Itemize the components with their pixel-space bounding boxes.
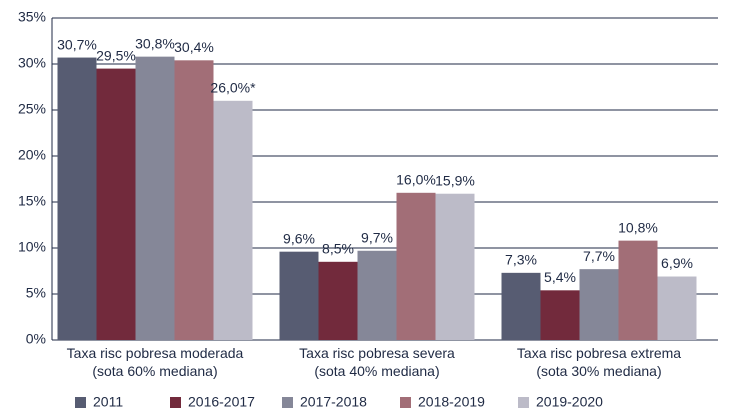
y-tick-label: 25% bbox=[18, 101, 46, 117]
bar bbox=[57, 57, 97, 341]
value-label: 7,7% bbox=[583, 248, 615, 264]
bar bbox=[540, 290, 580, 340]
legend-swatch bbox=[170, 397, 181, 408]
value-label: 30,7% bbox=[57, 36, 97, 52]
legend-label: 2019-2020 bbox=[536, 394, 603, 410]
y-tick-label: 0% bbox=[26, 331, 46, 347]
bar bbox=[279, 251, 319, 340]
value-label: 9,6% bbox=[283, 230, 315, 246]
value-label: 30,8% bbox=[135, 35, 175, 51]
value-label: 8,5% bbox=[322, 241, 354, 257]
value-label: 10,8% bbox=[618, 219, 658, 235]
value-label: 7,3% bbox=[505, 252, 537, 268]
y-tick-label: 20% bbox=[18, 147, 46, 163]
x-tick-label: Taxa risc pobresa extrema (sota 30% medi… bbox=[516, 345, 682, 379]
y-tick-label: 5% bbox=[26, 285, 46, 301]
bar bbox=[618, 240, 658, 340]
legend-label: 2011 bbox=[93, 394, 123, 410]
value-label: 5,4% bbox=[544, 269, 576, 285]
bar bbox=[579, 269, 619, 340]
y-tick-label: 15% bbox=[18, 193, 46, 209]
legend-label: 2016-2017 bbox=[188, 394, 255, 410]
bar bbox=[396, 192, 436, 340]
value-label: 29,5% bbox=[96, 47, 136, 63]
bar bbox=[213, 100, 253, 340]
bar bbox=[657, 276, 697, 340]
bar bbox=[501, 272, 541, 340]
y-tick-label: 35% bbox=[18, 9, 46, 25]
value-label: 16,0% bbox=[396, 172, 436, 188]
bar bbox=[318, 261, 358, 340]
legend-swatch bbox=[282, 397, 293, 408]
y-tick-label: 10% bbox=[18, 239, 46, 255]
value-label: 15,9% bbox=[435, 172, 475, 188]
bar bbox=[174, 60, 214, 340]
bar bbox=[357, 250, 397, 340]
bar bbox=[96, 68, 136, 340]
value-label: 9,7% bbox=[361, 229, 393, 245]
bar bbox=[135, 56, 175, 340]
x-tick-label: Taxa risc pobresa severa (sota 40% media… bbox=[299, 345, 455, 379]
value-label: 26,0%* bbox=[210, 80, 256, 96]
legend-label: 2017-2018 bbox=[300, 394, 367, 410]
value-label: 30,4% bbox=[174, 39, 214, 55]
legend-swatch bbox=[400, 397, 411, 408]
y-tick-label: 30% bbox=[18, 55, 46, 71]
value-label: 6,9% bbox=[661, 255, 693, 271]
legend-label: 2018-2019 bbox=[418, 394, 485, 410]
legend-swatch bbox=[75, 397, 86, 408]
bar bbox=[435, 193, 475, 340]
legend-swatch bbox=[518, 397, 529, 408]
x-tick-label: Taxa risc pobresa moderada (sota 60% med… bbox=[66, 345, 244, 379]
